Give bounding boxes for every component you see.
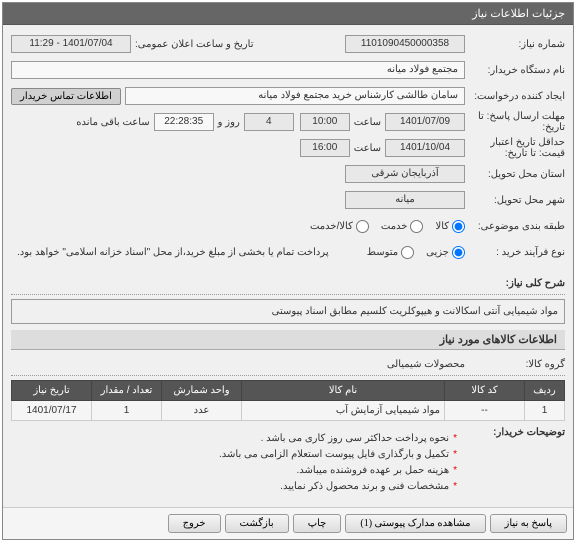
deadline-label: مهلت ارسال پاسخ: تا تاریخ: (465, 111, 565, 133)
exit-button[interactable]: خروج (168, 514, 221, 533)
requester-value: سامان طالشی کارشناس خرید مجتمع فولاد میا… (125, 87, 465, 105)
table-header-row: ردیف کد کالا نام کالا واحد شمارش تعداد /… (12, 381, 565, 401)
group-value: محصولات شیمیالی (387, 359, 465, 370)
buyer-notes-label: توضیحات خریدار: (465, 427, 565, 438)
star-icon: * (453, 449, 457, 460)
th-unit: واحد شمارش (162, 381, 242, 401)
cat-both-text: کالا/خدمت (310, 221, 353, 232)
deadline-time: 10:00 (300, 113, 350, 131)
row-summary: شرح کلی نیاز: (11, 273, 565, 295)
time-label-2: ساعت (350, 143, 385, 154)
td-code: -- (445, 401, 525, 421)
panel-body: شماره نیاز: 1101090450000358 تاریخ و ساع… (3, 25, 573, 507)
note-1: نحوه پرداخت حداکثر سی روز کاری می باشد . (261, 433, 450, 444)
attachments-button[interactable]: مشاهده مدارک پیوستی (1) (345, 514, 485, 533)
items-table: ردیف کد کالا نام کالا واحد شمارش تعداد /… (11, 380, 565, 421)
star-icon: * (453, 481, 457, 492)
cat-khadamat-text: خدمت (381, 221, 408, 232)
row-need-number: شماره نیاز: 1101090450000358 تاریخ و ساع… (11, 33, 565, 55)
star-icon: * (453, 465, 457, 476)
table-row: 1 -- مواد شیمیایی آزمایش آب عدد 1 1401/0… (12, 401, 565, 421)
city-label: شهر محل تحویل: (465, 195, 565, 206)
need-number-value: 1101090450000358 (345, 35, 465, 53)
deadline-date: 1401/07/09 (385, 113, 465, 131)
proc-medium-label[interactable]: متوسط (367, 246, 414, 259)
buyer-value: مجتمع فولاد میانه (11, 61, 465, 79)
td-qty: 1 (92, 401, 162, 421)
buyer-notes: *نحوه پرداخت حداکثر سی روز کاری می باشد … (211, 427, 465, 499)
row-buyer-notes: توضیحات خریدار: *نحوه پرداخت حداکثر سی ر… (11, 427, 565, 499)
note-4: مشخصات فنی و برند محصول ذکر نمایید. (280, 481, 449, 492)
note-3: هزینه حمل بر عهده فروشنده میباشد. (296, 465, 449, 476)
province-label: استان محل تحویل: (465, 169, 565, 180)
cat-kala-text: کالا (435, 221, 449, 232)
th-row: ردیف (525, 381, 565, 401)
cat-kala-radio[interactable] (452, 220, 465, 233)
summary-value: مواد شیمیایی آنتی اسکالانت و هیپوکلریت ک… (11, 299, 565, 324)
proc-partial-label[interactable]: جزیی (426, 246, 465, 259)
category-radios: کالا خدمت کالا/خدمت (310, 220, 465, 233)
proc-partial-radio[interactable] (452, 246, 465, 259)
proc-partial-text: جزیی (426, 247, 449, 258)
proc-medium-text: متوسط (367, 247, 398, 258)
reply-button[interactable]: پاسخ به نیاز (490, 514, 568, 533)
row-deadline: مهلت ارسال پاسخ: تا تاریخ: 1401/07/09 سا… (11, 111, 565, 133)
th-code: کد کالا (445, 381, 525, 401)
buyer-label: نام دستگاه خریدار: (465, 65, 565, 76)
time-label-1: ساعت (350, 117, 385, 128)
process-label: نوع فرآیند خرید : (465, 247, 565, 258)
td-name: مواد شیمیایی آزمایش آب (242, 401, 445, 421)
row-group: گروه کالا: محصولات شیمیالی (11, 354, 565, 376)
row-city: شهر محل تحویل: میانه (11, 189, 565, 211)
validity-time: 16:00 (300, 139, 350, 157)
cat-khadamat-label[interactable]: خدمت (381, 220, 424, 233)
row-requester: ایجاد کننده درخواست: سامان طالشی کارشناس… (11, 85, 565, 107)
contact-button[interactable]: اطلاعات تماس خریدار (11, 88, 121, 105)
city-value: میانه (345, 191, 465, 209)
row-province: استان محل تحویل: آذربایجان شرقی (11, 163, 565, 185)
th-qty: تعداد / مقدار (92, 381, 162, 401)
panel-title: جزئیات اطلاعات نیاز (3, 3, 573, 25)
td-unit: عدد (162, 401, 242, 421)
payment-note: پرداخت تمام یا بخشی از مبلغ خرید،از محل … (11, 247, 335, 258)
province-value: آذربایجان شرقی (345, 165, 465, 183)
group-label: گروه کالا: (465, 359, 565, 370)
print-button[interactable]: چاپ (293, 514, 342, 533)
row-process: نوع فرآیند خرید : جزیی متوسط پرداخت تمام… (11, 241, 565, 263)
cat-khadamat-radio[interactable] (410, 220, 423, 233)
proc-medium-radio[interactable] (401, 246, 414, 259)
remaining-time: 22:28:35 (154, 113, 214, 131)
summary-label: شرح کلی نیاز: (465, 278, 565, 289)
days-value: 4 (244, 113, 294, 131)
back-button[interactable]: بازگشت (225, 514, 289, 533)
note-2: تکمیل و بارگذاری فایل پیوست استعلام الزا… (219, 449, 449, 460)
th-name: نام کالا (242, 381, 445, 401)
button-bar: پاسخ به نیاز مشاهده مدارک پیوستی (1) چاپ… (3, 507, 573, 539)
row-validity: حداقل تاریخ اعتبار قیمت: تا تاریخ: 1401/… (11, 137, 565, 159)
row-category: طبقه بندی موضوعی: کالا خدمت کالا/خدمت (11, 215, 565, 237)
process-radios: جزیی متوسط (367, 246, 465, 259)
items-section-title: اطلاعات كالاهای مورد نیاز (11, 330, 565, 350)
validity-date: 1401/10/04 (385, 139, 465, 157)
requester-label: ایجاد کننده درخواست: (465, 91, 565, 102)
remaining-label: ساعت باقی مانده (72, 117, 153, 128)
category-label: طبقه بندی موضوعی: (465, 221, 565, 232)
th-date: تاریخ نیاز (12, 381, 92, 401)
star-icon: * (453, 433, 457, 444)
days-label: روز و (214, 117, 244, 128)
cat-kala-label[interactable]: کالا (435, 220, 465, 233)
cat-both-label[interactable]: کالا/خدمت (310, 220, 369, 233)
validity-label: حداقل تاریخ اعتبار قیمت: تا تاریخ: (465, 137, 565, 159)
row-buyer: نام دستگاه خریدار: مجتمع فولاد میانه (11, 59, 565, 81)
need-details-panel: جزئیات اطلاعات نیاز شماره نیاز: 11010904… (2, 2, 574, 540)
announce-value: 1401/07/04 - 11:29 (11, 35, 131, 53)
td-date: 1401/07/17 (12, 401, 92, 421)
need-number-label: شماره نیاز: (465, 39, 565, 50)
announce-label: تاریخ و ساعت اعلان عمومی: (131, 39, 258, 50)
cat-both-radio[interactable] (356, 220, 369, 233)
td-row: 1 (525, 401, 565, 421)
